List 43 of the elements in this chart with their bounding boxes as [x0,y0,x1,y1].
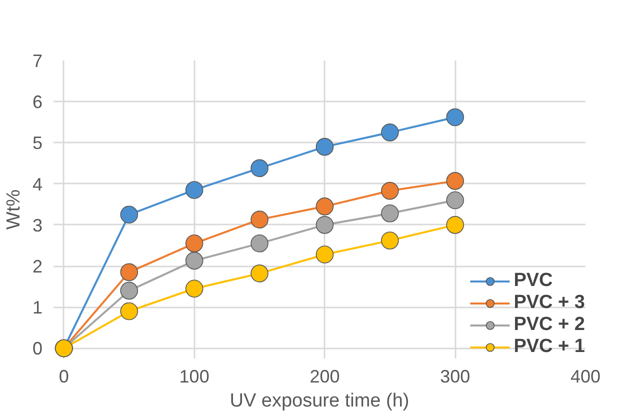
point [120,206,138,224]
x-axis-title: UV exposure time (h) [230,390,410,412]
y-tick-label: 6 [32,92,43,112]
point [185,181,204,199]
point [381,232,399,250]
point [381,182,399,200]
point [316,216,334,234]
point [250,159,268,178]
point [250,234,268,252]
y-tick-label: 3 [32,215,43,236]
x-tick-label: 300 [440,366,470,386]
y-axis-title: Wt% [3,189,24,230]
point [185,280,204,298]
y-tick-label: 1 [32,298,43,318]
point [250,264,268,282]
x-tick-label: 0 [58,366,69,386]
legend-label: PVC + 1 [514,336,585,358]
point [120,282,138,300]
y-tick-label: 2 [32,256,43,277]
point [185,252,204,270]
legend-label: PVC + 3 [514,292,585,314]
point [185,234,204,252]
point [381,124,399,142]
point [446,191,464,210]
point [120,263,138,282]
point [316,246,334,264]
point [316,198,334,216]
x-tick-label: 400 [570,366,601,386]
point [120,302,138,320]
point [446,172,464,190]
point [250,210,268,228]
point [446,108,464,126]
x-tick-label: 100 [179,366,210,386]
point [446,216,464,234]
y-tick-label: 5 [32,133,43,154]
y-tick-label: 0 [32,338,43,359]
point [381,204,399,222]
point [316,138,334,156]
x-tick-label: 200 [310,366,340,386]
legend-label: PVC [514,270,553,292]
y-tick-label: 4 [32,174,43,194]
y-tick-label: 7 [32,51,43,71]
legend-label: PVC + 2 [514,314,585,336]
